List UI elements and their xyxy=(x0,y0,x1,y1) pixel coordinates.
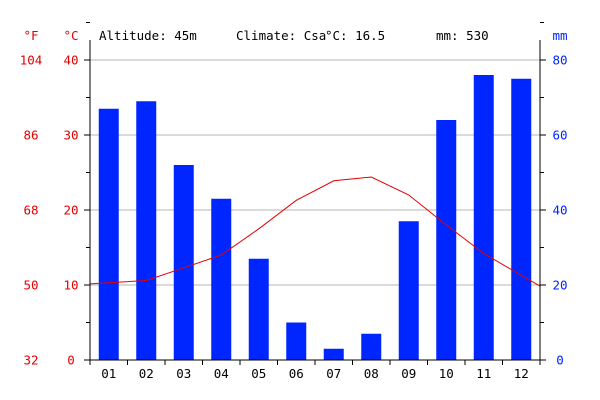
celsius-tick-label: 20 xyxy=(63,203,78,218)
month-tick-label: 04 xyxy=(214,366,229,381)
fahrenheit-tick-label: 32 xyxy=(23,353,38,368)
grid-lines xyxy=(90,59,540,361)
celsius-unit-label: °C xyxy=(63,28,78,43)
precipitation-bar xyxy=(286,322,307,360)
month-tick-label: 09 xyxy=(401,366,416,381)
month-tick-label: 02 xyxy=(139,366,154,381)
celsius-tick-label: 30 xyxy=(63,128,78,143)
precipitation-bar xyxy=(473,75,494,360)
axes xyxy=(84,22,546,365)
fahrenheit-tick-label: 104 xyxy=(20,53,43,68)
celsius-tick-label: 0 xyxy=(67,353,75,368)
mm-tick-label: 80 xyxy=(552,53,567,68)
tick-labels: 0 32 0 10 50 20 20 68 40 30 86 60 40 104 80 01 02 03 04 05 0… xyxy=(20,53,568,382)
temperature-line xyxy=(89,176,541,287)
celsius-tick-label: 10 xyxy=(63,278,78,293)
month-tick-label: 10 xyxy=(439,366,454,381)
precipitation-bar xyxy=(98,108,119,360)
month-tick-label: 08 xyxy=(364,366,379,381)
precipitation-bar xyxy=(398,221,419,360)
annual-precipitation-text: mm: 530 xyxy=(436,28,489,43)
mm-tick-label: 20 xyxy=(552,278,567,293)
fahrenheit-tick-label: 86 xyxy=(23,128,38,143)
precipitation-bar xyxy=(436,120,457,360)
mean-temperature-text: °C: 16.5 xyxy=(325,28,385,43)
climate-text: Climate: Csa xyxy=(236,28,326,43)
fahrenheit-unit-label: °F xyxy=(23,28,38,43)
mm-tick-label: 60 xyxy=(552,128,567,143)
fahrenheit-tick-label: 68 xyxy=(23,203,38,218)
mm-tick-label: 40 xyxy=(552,203,567,218)
fahrenheit-tick-label: 50 xyxy=(23,278,38,293)
month-tick-label: 11 xyxy=(476,366,491,381)
precipitation-bar xyxy=(136,101,157,360)
mm-tick-label: 0 xyxy=(556,353,564,368)
precipitation-bar xyxy=(211,198,232,360)
celsius-tick-label: 40 xyxy=(63,53,78,68)
precipitation-bar xyxy=(323,348,344,360)
month-tick-label: 03 xyxy=(176,366,191,381)
precipitation-bar xyxy=(173,165,194,360)
precipitation-bars xyxy=(98,75,532,360)
month-tick-label: 06 xyxy=(289,366,304,381)
month-tick-label: 05 xyxy=(251,366,266,381)
mm-unit-label: mm xyxy=(552,28,567,43)
month-tick-label: 07 xyxy=(326,366,341,381)
precipitation-bar xyxy=(361,333,382,360)
precipitation-bar xyxy=(248,258,269,360)
altitude-text: Altitude: 45m xyxy=(99,28,197,43)
precipitation-bar xyxy=(511,78,532,360)
month-tick-label: 01 xyxy=(101,366,116,381)
month-tick-label: 12 xyxy=(514,366,529,381)
